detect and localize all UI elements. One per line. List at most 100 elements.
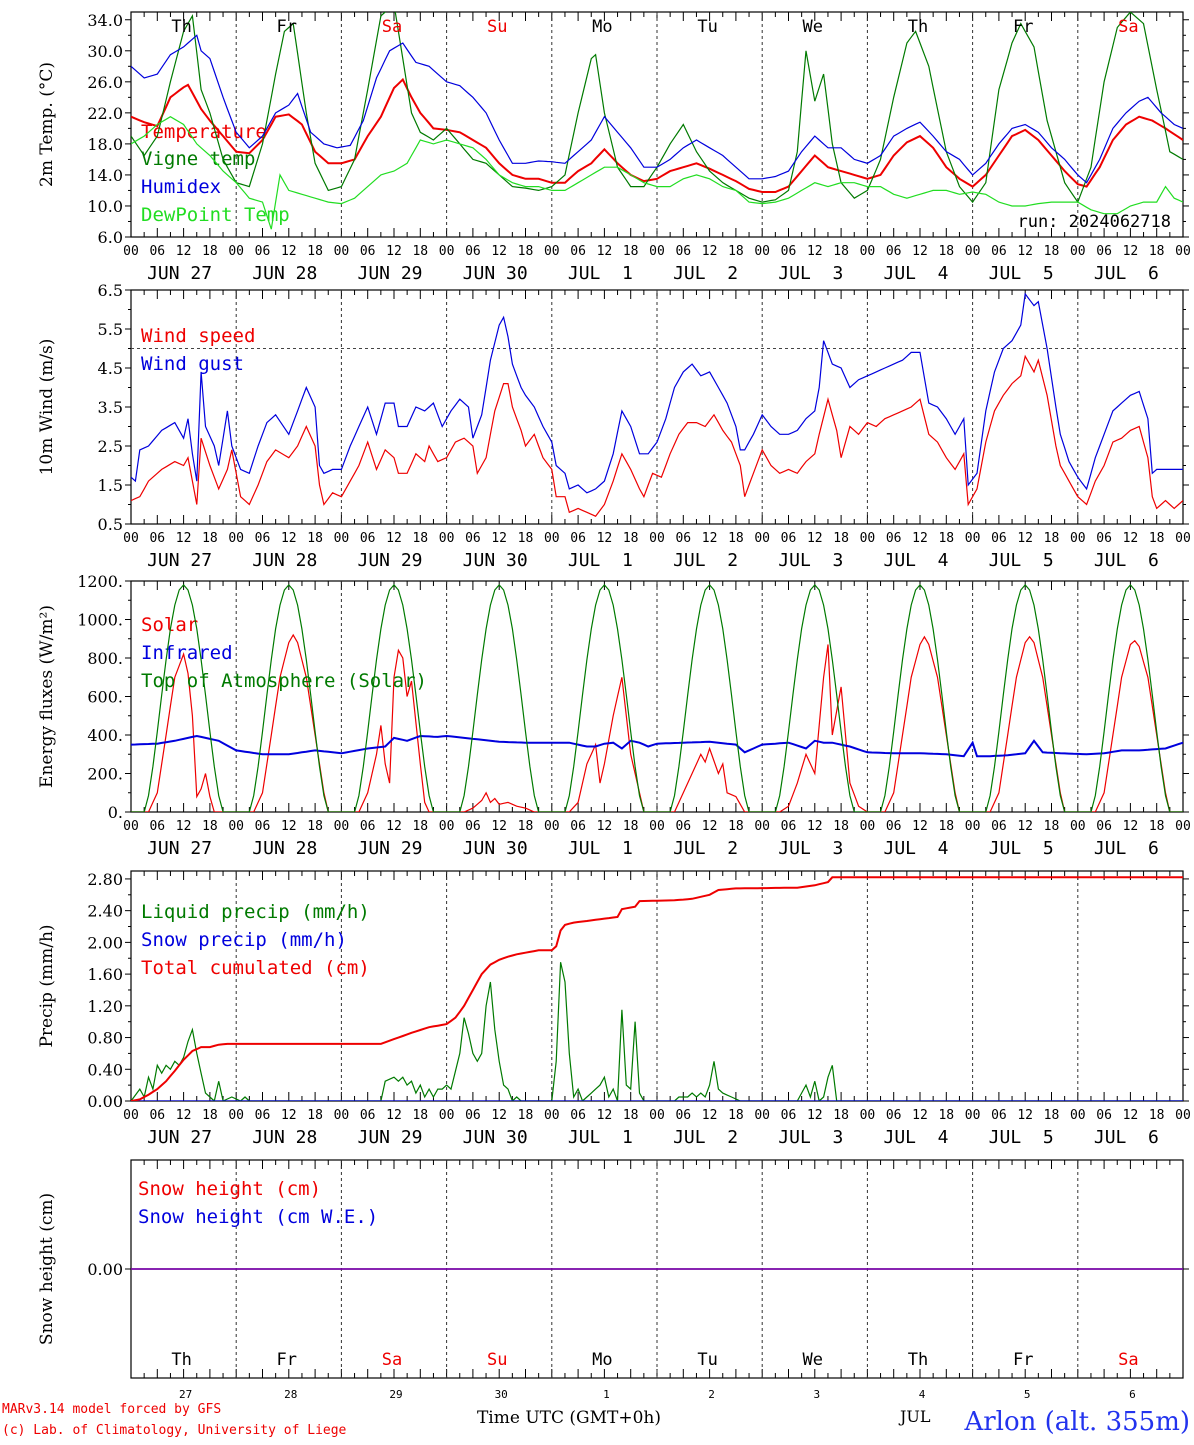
hour-tick-label: 00 — [334, 531, 350, 546]
hour-tick-label: 00 — [123, 244, 139, 259]
series-top-of-atmosphere-solar — [131, 583, 1183, 812]
hour-tick-label: 06 — [991, 819, 1007, 834]
date-label: JUN 29 — [357, 263, 422, 284]
hour-tick-label: 06 — [255, 531, 271, 546]
hour-tick-label: 12 — [1017, 1108, 1033, 1123]
day-number: 27 — [179, 1388, 192, 1401]
hour-tick-label: 12 — [176, 1108, 192, 1123]
y-tick-label: 200. — [87, 765, 123, 784]
hour-tick-label: 00 — [334, 1108, 350, 1123]
date-label: JUL 1 — [568, 838, 633, 859]
hour-tick-label: 18 — [938, 819, 954, 834]
weekday-label: Sa — [1118, 17, 1138, 37]
y-tick-label: 22.0 — [87, 104, 123, 123]
date-label: JUL 6 — [1094, 838, 1159, 859]
y-tick-label: 2.40 — [87, 902, 123, 921]
weekday-label: Tu — [697, 1350, 717, 1370]
temperature-ylabel: 2m Temp. (°C) — [37, 62, 57, 187]
date-label: JUL 6 — [1094, 550, 1159, 571]
hour-tick-label: 06 — [255, 244, 271, 259]
hour-tick-label: 18 — [307, 531, 323, 546]
hour-tick-label: 00 — [1175, 1108, 1191, 1123]
hour-tick-label: 12 — [281, 819, 297, 834]
hour-tick-label: 00 — [649, 1108, 665, 1123]
date-label: JUN 29 — [357, 838, 422, 859]
hour-tick-label: 18 — [202, 244, 218, 259]
weekday-label: Su — [487, 1350, 507, 1370]
hour-tick-label: 06 — [1096, 531, 1112, 546]
y-tick-label: 0.00 — [87, 1092, 123, 1111]
hour-tick-label: 00 — [334, 819, 350, 834]
hour-tick-label: 12 — [1017, 531, 1033, 546]
date-label: JUN 27 — [147, 263, 212, 284]
y-tick-label: 26.0 — [87, 73, 123, 92]
date-label: JUL 3 — [778, 263, 843, 284]
wind-panel: 00 06 12 18 JUN 27 00 06 12 18 JUN 28 00 06 12 18 JUN … — [37, 281, 1191, 571]
hour-tick-label: 12 — [807, 244, 823, 259]
y-tick-label: 0.40 — [87, 1060, 123, 1079]
hour-tick-label: 12 — [386, 819, 402, 834]
hour-tick-label: 06 — [1096, 1108, 1112, 1123]
hour-tick-label: 18 — [1149, 531, 1165, 546]
hour-tick-label: 12 — [491, 244, 507, 259]
hour-tick-label: 06 — [465, 819, 481, 834]
hour-tick-label: 18 — [202, 819, 218, 834]
hour-tick-label: 12 — [176, 244, 192, 259]
hour-tick-label: 12 — [1123, 531, 1139, 546]
y-tick-label: 1.20 — [87, 997, 123, 1016]
series-infrared — [131, 734, 1183, 758]
legend-entry: Vigne temp — [141, 148, 255, 170]
y-tick-label: 0.5 — [98, 515, 123, 534]
hour-tick-label: 18 — [518, 244, 534, 259]
hour-tick-label: 18 — [518, 531, 534, 546]
hour-tick-label: 18 — [728, 1108, 744, 1123]
y-tick-label: 3.5 — [98, 398, 123, 417]
hour-tick-label: 00 — [1070, 1108, 1086, 1123]
hour-tick-label: 12 — [281, 244, 297, 259]
weekday-label: Su — [487, 17, 507, 37]
hour-tick-label: 18 — [833, 819, 849, 834]
hour-tick-label: 00 — [544, 819, 560, 834]
date-label: JUL 1 — [568, 550, 633, 571]
precip-panel: 00 06 12 18 JUN 27 00 06 12 18 JUN 28 00 06 12 18 JUN … — [37, 870, 1191, 1148]
weekday-label: Tu — [697, 17, 717, 37]
y-tick-label: 30.0 — [87, 42, 123, 61]
hour-tick-label: 00 — [1175, 819, 1191, 834]
date-label: JUL 2 — [673, 263, 738, 284]
date-label: JUL 2 — [673, 1127, 738, 1148]
hour-tick-label: 18 — [412, 819, 428, 834]
hour-tick-label: 00 — [439, 531, 455, 546]
hour-tick-label: 06 — [781, 531, 797, 546]
date-label: JUN 29 — [357, 1127, 422, 1148]
hour-tick-label: 00 — [649, 531, 665, 546]
hour-tick-label: 12 — [1123, 819, 1139, 834]
hour-tick-label: 18 — [623, 1108, 639, 1123]
date-label: JUN 27 — [147, 550, 212, 571]
weekday-label: Th — [171, 17, 191, 37]
series-humidex — [131, 34, 1183, 184]
hour-tick-label: 12 — [386, 244, 402, 259]
hour-tick-label: 18 — [307, 819, 323, 834]
hour-tick-label: 18 — [728, 531, 744, 546]
date-label: JUN 27 — [147, 1127, 212, 1148]
legend-entry: Top of Atmosphere (Solar) — [141, 670, 427, 692]
date-label: JUN 30 — [463, 263, 528, 284]
hour-tick-label: 06 — [149, 1108, 165, 1123]
time-axis-title: Time UTC (GMT+0h) — [477, 1408, 661, 1428]
hour-tick-label: 06 — [149, 819, 165, 834]
legend-entry: Temperature — [141, 121, 267, 143]
hour-tick-label: 00 — [965, 244, 981, 259]
hour-tick-label: 12 — [807, 819, 823, 834]
date-label: JUN 28 — [252, 1127, 317, 1148]
model-credit: MARv3.14 model forced by GFS — [2, 1402, 221, 1417]
day-number: 1 — [603, 1388, 610, 1401]
day-number: 5 — [1024, 1388, 1031, 1401]
hour-tick-label: 00 — [123, 531, 139, 546]
hour-tick-label: 12 — [1123, 1108, 1139, 1123]
y-tick-label: 4.5 — [98, 359, 123, 378]
series-liquid-precip-mm-h — [131, 962, 1183, 1101]
hour-tick-label: 12 — [491, 1108, 507, 1123]
hour-tick-label: 18 — [412, 531, 428, 546]
hour-tick-label: 06 — [149, 244, 165, 259]
series-dewpoint-temp — [131, 116, 1183, 230]
